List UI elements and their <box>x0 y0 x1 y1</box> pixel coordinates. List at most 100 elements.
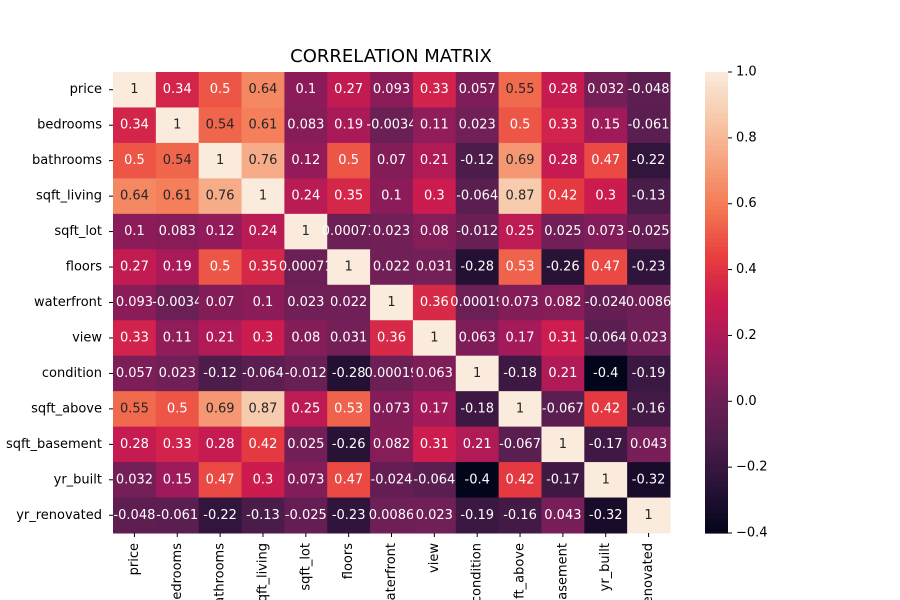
heatmap-cell <box>412 497 457 534</box>
colorbar-segment <box>705 514 728 520</box>
cell-label: 0.17 <box>420 401 449 416</box>
cell-label: 0.08 <box>291 330 320 345</box>
colorbar-segment <box>705 150 728 156</box>
cell-label: -0.23 <box>332 508 366 523</box>
heatmap-cell <box>241 426 285 463</box>
heatmap-cell <box>455 249 500 286</box>
colorbar-segment <box>705 403 728 410</box>
heatmap-cell <box>155 284 200 321</box>
heatmap-cell <box>412 178 457 215</box>
y-tick-label: condition <box>42 366 102 381</box>
colorbar-segment <box>705 270 728 276</box>
colorbar-segment <box>705 201 728 207</box>
cell-label: 0.28 <box>206 437 235 452</box>
colorbar-segment <box>705 164 728 170</box>
heatmap-cell <box>284 107 328 144</box>
cell-label: 0.093 <box>373 82 410 97</box>
cell-label: 0.27 <box>120 260 149 275</box>
cell-label: 0.15 <box>591 118 620 133</box>
heatmap-cell <box>455 320 500 357</box>
cell-label: -0.16 <box>503 508 537 523</box>
heatmap-cell <box>198 426 243 463</box>
heatmap-cell <box>541 462 585 499</box>
colorbar-segment <box>705 104 728 110</box>
heatmap-cell <box>498 391 542 428</box>
cell-label: 0.07 <box>206 295 235 310</box>
cell-label: 0.073 <box>287 472 324 487</box>
cell-label: 0.28 <box>120 437 149 452</box>
heatmap-cell <box>498 249 542 286</box>
y-tick-label: price <box>70 82 102 97</box>
heatmap-cell <box>113 178 157 215</box>
heatmap-cell <box>155 320 200 357</box>
colorbar-segment <box>705 261 728 267</box>
heatmap-cell <box>327 249 371 286</box>
heatmap-cell <box>584 426 628 463</box>
heatmap-cell <box>327 142 371 179</box>
y-tick-label: sqft_living <box>36 189 102 204</box>
colorbar-segment <box>705 242 728 248</box>
colorbar-segment <box>705 173 728 179</box>
heatmap-cell <box>155 462 200 499</box>
cell-label: -0.23 <box>632 260 666 275</box>
cell-label: -0.32 <box>589 508 623 523</box>
heatmap-cell <box>541 249 585 286</box>
heatmap-cell <box>498 213 542 250</box>
cell-label: 0.031 <box>416 260 453 275</box>
cell-label: 0.25 <box>291 401 320 416</box>
colorbar-segment <box>705 233 728 239</box>
heatmap-cell <box>412 249 457 286</box>
cell-label: -0.0034 <box>366 118 416 133</box>
colorbar-segment <box>705 159 728 165</box>
cell-label: 0.42 <box>548 189 577 204</box>
y-tick-label: bedrooms <box>37 118 102 133</box>
y-tick-label: sqft_above <box>31 401 102 416</box>
heatmap-cell <box>327 462 371 499</box>
heatmap-cell <box>284 284 328 321</box>
cell-label: 0.12 <box>206 224 235 239</box>
heatmap-cell <box>455 213 500 250</box>
heatmap-cell <box>284 320 328 357</box>
x-tick-label: sqft_above <box>513 543 528 600</box>
cell-label: 1 <box>559 437 567 452</box>
cell-label: 1 <box>302 224 310 239</box>
heatmap-cell <box>584 391 628 428</box>
heatmap-cell <box>370 355 414 392</box>
heatmap-cell <box>155 249 200 286</box>
heatmap-cell <box>198 355 243 392</box>
cell-label: -0.4 <box>593 366 618 381</box>
heatmap-cell <box>541 320 585 357</box>
colorbar-segment <box>705 528 728 534</box>
cell-label: 0.35 <box>248 260 277 275</box>
heatmap-cell <box>370 72 414 108</box>
heatmap-cell <box>412 462 457 499</box>
cell-label: 0.023 <box>287 295 324 310</box>
cell-label: 0.42 <box>248 437 277 452</box>
heatmap-cell <box>241 213 285 250</box>
heatmap-cell <box>327 355 371 392</box>
heatmap-cell <box>627 284 671 321</box>
colorbar-segment <box>705 187 728 193</box>
heatmap-cell <box>284 178 328 215</box>
heatmap-cell <box>498 462 542 499</box>
cell-label: -0.061 <box>628 118 670 133</box>
heatmap-cell <box>113 462 157 499</box>
colorbar-segment <box>705 440 728 447</box>
cell-label: 0.00019 <box>365 366 419 381</box>
colorbar-segment <box>705 496 728 502</box>
heatmap-cell <box>113 249 157 286</box>
x-tick-label: bathrooms <box>213 543 228 600</box>
heatmap-cell <box>155 142 200 179</box>
x-tick-label: condition <box>470 543 485 600</box>
heatmap-cell <box>541 391 585 428</box>
cell-label: 0.057 <box>459 82 496 97</box>
heatmap-cell <box>541 284 585 321</box>
x-tick-label: waterfront <box>384 543 399 600</box>
heatmap-cell <box>541 72 585 108</box>
heatmap-cell <box>241 249 285 286</box>
heatmap-cell <box>327 107 371 144</box>
heatmap-cell <box>412 391 457 428</box>
cell-label: -0.16 <box>632 401 666 416</box>
cell-label: -0.19 <box>632 366 666 381</box>
